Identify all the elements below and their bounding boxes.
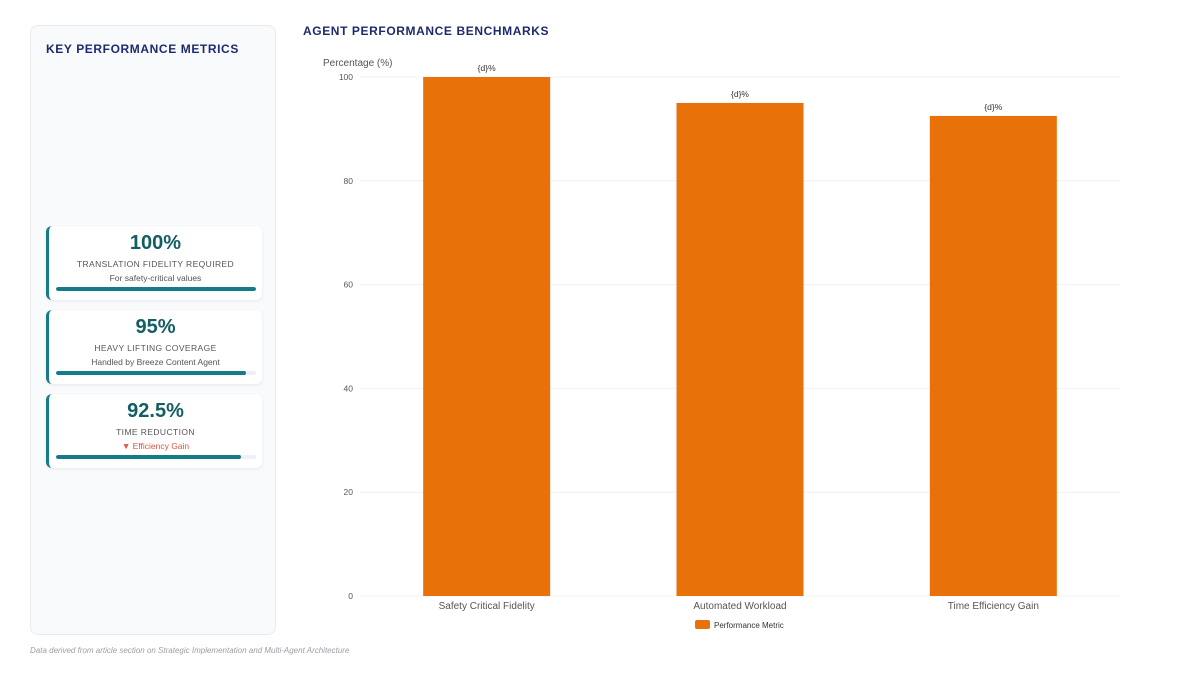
metric-subtext: For safety-critical values: [109, 273, 202, 283]
bar-data-label: {d}%: [984, 102, 1002, 112]
y-tick-label: 20: [344, 487, 354, 497]
metric-card-fidelity: 100% TRANSLATION FIDELITY REQUIRED For s…: [46, 226, 262, 300]
chart-bar: [929, 115, 1057, 597]
metric-card-time-reduction: 92.5% TIME REDUCTION ▼ Efficiency Gain: [46, 394, 262, 468]
bar-data-label: {d}%: [731, 89, 749, 99]
metrics-panel-title: KEY PERFORMANCE METRICS: [46, 42, 239, 56]
legend-label: Performance Metric: [714, 621, 784, 630]
y-tick-label: 60: [344, 280, 354, 290]
metric-progress-fill: [56, 287, 256, 291]
metric-progress-track: [56, 371, 256, 375]
metric-progress-fill: [56, 455, 241, 459]
x-tick-label: Automated Workload: [693, 601, 786, 612]
metric-label: TRANSLATION FIDELITY REQUIRED: [76, 259, 235, 269]
chart-bar: [676, 102, 804, 596]
y-tick-label: 100: [339, 72, 353, 82]
metric-progress-track: [56, 287, 256, 291]
y-tick-label: 0: [348, 591, 353, 601]
bar-data-label: {d}%: [478, 63, 496, 73]
metric-value: 92.5%: [127, 400, 184, 422]
metric-subtext: Handled by Breeze Content Agent: [91, 357, 220, 367]
metric-label: TIME REDUCTION: [116, 427, 195, 437]
y-tick-label: 80: [344, 176, 354, 186]
x-tick-label: Safety Critical Fidelity: [439, 601, 535, 612]
metrics-panel: KEY PERFORMANCE METRICS 100% TRANSLATION…: [30, 25, 276, 635]
y-axis-label: Percentage (%): [323, 58, 392, 69]
footnote: Data derived from article section on Str…: [30, 646, 350, 655]
metric-card-coverage: 95% HEAVY LIFTING COVERAGE Handled by Br…: [46, 310, 262, 384]
chart-bar: [423, 77, 551, 596]
metric-value: 100%: [129, 232, 182, 254]
chart-title: AGENT PERFORMANCE BENCHMARKS: [303, 24, 550, 38]
metric-progress-fill: [56, 371, 246, 375]
x-tick-label: Time Efficiency Gain: [948, 601, 1039, 612]
bar-chart: 0 20 40 60 80 100 Percentage (%) {d}% Safety Cri…: [323, 58, 1120, 630]
metric-progress-track: [56, 455, 256, 459]
metric-trend-subtext: ▼ Efficiency Gain: [121, 441, 190, 451]
metric-value: 95%: [135, 316, 176, 338]
y-tick-label: 40: [344, 383, 354, 393]
legend-swatch: [695, 620, 710, 629]
metric-label: HEAVY LIFTING COVERAGE: [94, 343, 217, 353]
